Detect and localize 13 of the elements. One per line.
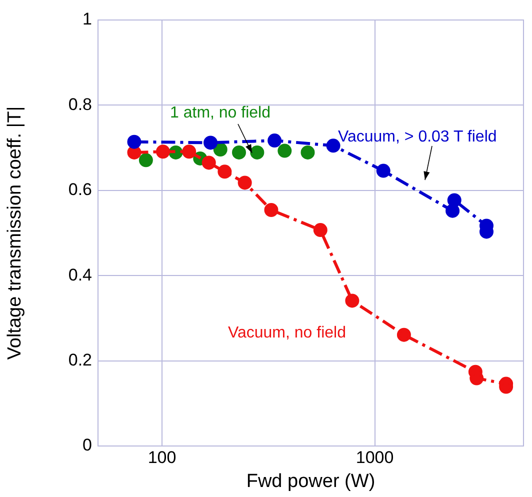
series-label: Vacuum, no field xyxy=(228,324,346,342)
x-axis-title: Fwd power (W) xyxy=(246,470,376,492)
y-tick-label: 0.8 xyxy=(68,94,92,114)
series-label: 1 atm, no field xyxy=(170,104,270,122)
y-tick-label: 0.6 xyxy=(68,180,92,200)
y-tick-label: 0.4 xyxy=(68,265,92,284)
x-tick-label: 1000 xyxy=(356,448,394,467)
x-tick-label: 100 xyxy=(148,448,176,467)
series-label: Vacuum, > 0.03 T field xyxy=(338,128,497,146)
y-axis-title: Voltage transmission coeff. |T| xyxy=(4,106,26,360)
y-tick-label: 0.2 xyxy=(68,350,92,370)
y-tick-label: 0 xyxy=(82,436,92,455)
y-tick-label: 1 xyxy=(82,10,92,29)
